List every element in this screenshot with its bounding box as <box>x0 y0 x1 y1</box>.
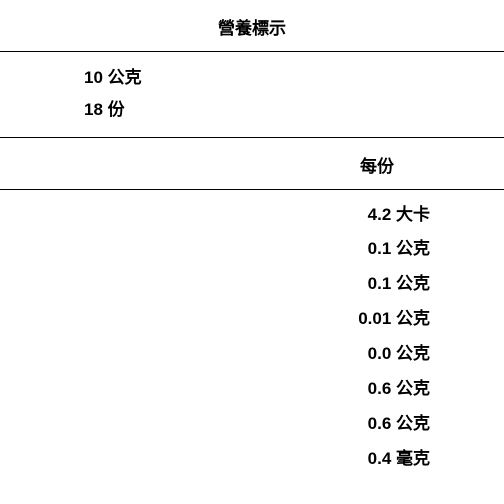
nutrient-row: 0.1 公克 <box>0 267 504 302</box>
nutrient-row: 0.01 公克 <box>0 302 504 337</box>
nutrient-row: 0.4 毫克 <box>0 442 504 477</box>
nutrient-row: 0.0 公克 <box>0 337 504 372</box>
nutrient-row: 0.6 公克 <box>0 407 504 442</box>
servings-per-container: 18 份 <box>84 94 504 126</box>
serving-size: 10 公克 <box>84 62 504 94</box>
column-header-per-serving: 每份 <box>0 138 504 190</box>
nutrient-row: 0.6 公克 <box>0 372 504 407</box>
nutrient-values-section: 4.2 大卡 0.1 公克 0.1 公克 0.01 公克 0.0 公克 0.6 … <box>0 190 504 477</box>
nutrient-row: 0.1 公克 <box>0 232 504 267</box>
nutrient-row: 4.2 大卡 <box>0 198 504 233</box>
table-title: 營養標示 <box>0 0 504 52</box>
nutrition-facts-table: 營養標示 10 公克 18 份 每份 4.2 大卡 0.1 公克 0.1 公克 … <box>0 0 504 476</box>
serving-info-section: 10 公克 18 份 <box>0 52 504 138</box>
